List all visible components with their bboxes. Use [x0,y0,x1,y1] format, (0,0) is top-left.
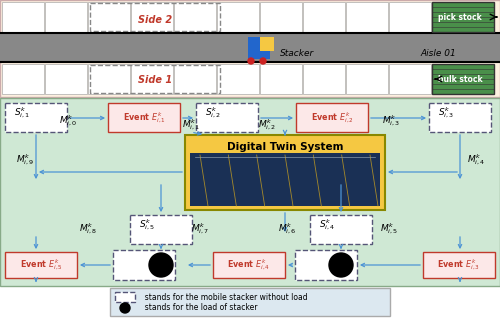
Bar [310,215,372,244]
Circle shape [248,58,254,64]
Text: pick stock: pick stock [438,12,482,21]
Text: $M_{i,2}^{k}$: $M_{i,2}^{k}$ [258,118,276,132]
Text: stands for the mobile stacker without load: stands for the mobile stacker without lo… [140,292,308,301]
Bar [260,64,302,94]
Text: bulk stock: bulk stock [438,75,482,84]
Bar [174,2,216,32]
Bar [185,135,385,210]
Bar [90,3,220,31]
Bar [5,252,77,278]
Bar [248,37,270,59]
Text: $M_{i,1}^{k}$: $M_{i,1}^{k}$ [182,118,200,132]
Text: $S_{i,5}^{k}$: $S_{i,5}^{k}$ [139,218,155,232]
Text: Event $E_{i,4}^{k}$: Event $E_{i,4}^{k}$ [228,258,270,272]
Circle shape [260,58,266,64]
Text: Event $E_{i,2}^{k}$: Event $E_{i,2}^{k}$ [310,110,354,125]
Bar [115,292,135,302]
Bar [0,33,500,62]
Bar [432,64,494,94]
Text: $M_{i,3}^{k}$: $M_{i,3}^{k}$ [382,114,400,128]
Text: $S_{i,2}^{k}$: $S_{i,2}^{k}$ [205,106,221,120]
Bar [432,2,494,32]
Text: Event $E_{i,1}^{k}$: Event $E_{i,1}^{k}$ [122,110,166,125]
Bar [45,2,87,32]
Bar [90,65,220,93]
Text: Event $E_{i,3}^{k}$: Event $E_{i,3}^{k}$ [438,258,480,272]
Bar [190,153,380,206]
Bar [131,64,173,94]
Bar [217,2,259,32]
Bar [196,103,258,132]
Text: $M_{i,9}^{k}$: $M_{i,9}^{k}$ [16,153,34,167]
Text: $M_{i,7}^{k}$: $M_{i,7}^{k}$ [191,222,209,236]
Circle shape [329,253,353,277]
Bar [131,2,173,32]
Text: Digital Twin System: Digital Twin System [227,142,343,152]
Bar [389,2,431,32]
Text: Event $E_{i,5}^{k}$: Event $E_{i,5}^{k}$ [20,258,62,272]
Bar [213,252,285,278]
Text: Aisle 01: Aisle 01 [420,49,456,58]
Text: $S_{i,1}^{k}$: $S_{i,1}^{k}$ [14,106,30,120]
Bar [45,64,87,94]
Bar [303,2,345,32]
Bar [429,103,491,132]
Bar [389,64,431,94]
Bar [346,2,388,32]
Text: Side 1: Side 1 [138,75,172,85]
Bar [346,64,388,94]
Text: stands for the load of stacker: stands for the load of stacker [140,303,258,313]
Text: $M_{i,0}^{k}$: $M_{i,0}^{k}$ [59,114,77,128]
Bar [217,64,259,94]
Text: $M_{i,5}^{k}$: $M_{i,5}^{k}$ [380,222,398,236]
Bar [0,98,500,286]
Text: $S_{i,3}^{k}$: $S_{i,3}^{k}$ [438,106,454,120]
Text: $M_{i,8}^{k}$: $M_{i,8}^{k}$ [79,222,97,236]
Bar [5,103,67,132]
Bar [2,64,44,94]
Bar [130,215,192,244]
Text: $M_{i,6}^{k}$: $M_{i,6}^{k}$ [278,222,296,236]
Bar [423,252,495,278]
Bar [174,64,216,94]
Text: $S_{i,4}^{k}$: $S_{i,4}^{k}$ [319,218,335,232]
Bar [295,250,357,280]
Text: Side 2: Side 2 [138,15,172,25]
Bar [113,250,175,280]
Bar [260,37,274,51]
Bar [260,2,302,32]
Bar [303,64,345,94]
Bar [2,2,44,32]
Circle shape [149,253,173,277]
Bar [88,2,130,32]
Text: $M_{i,4}^{k}$: $M_{i,4}^{k}$ [467,153,485,167]
Circle shape [120,303,130,313]
Bar [296,103,368,132]
Bar [110,288,390,316]
Bar [88,64,130,94]
Bar [108,103,180,132]
Bar [0,0,500,97]
Text: Stacker: Stacker [280,49,314,58]
